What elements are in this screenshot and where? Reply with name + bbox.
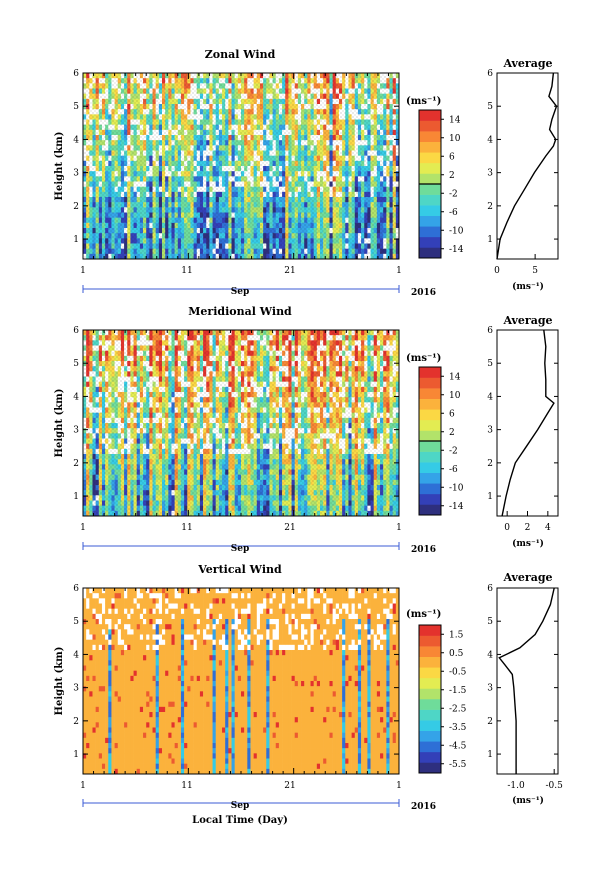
colorbar-swatch (419, 236, 441, 248)
colorbar-unit: (ms⁻¹) (406, 96, 441, 107)
colorbar-swatch (419, 120, 441, 132)
profile-y-tick-label: 6 (487, 69, 493, 79)
y-tick-label: 6 (73, 69, 79, 79)
colorbar-label: 10 (449, 134, 461, 144)
profile-unit: (ms⁻¹) (512, 281, 544, 292)
profile-y-tick-label: 4 (487, 135, 493, 145)
colorbar-swatch (419, 247, 441, 259)
colorbar-label: -10 (449, 226, 464, 236)
colorbar-swatch (419, 215, 441, 227)
colorbar-swatch (419, 110, 441, 121)
profile-y-tick-label: 5 (487, 102, 493, 112)
x-tick-label: 1 (80, 266, 86, 276)
month-label: Sep (231, 287, 250, 297)
profile-line (496, 72, 558, 260)
heatmap (83, 330, 400, 517)
colorbar-label: 14 (449, 115, 461, 125)
colorbar-swatch (419, 173, 441, 185)
colorbar-swatch (419, 162, 441, 174)
panel-title: Meridional Wind (188, 305, 292, 318)
y-tick-label: 5 (73, 102, 79, 112)
profile-x-tick-label: 5 (532, 266, 538, 276)
colorbar-swatch (419, 131, 441, 143)
heatmap (83, 73, 400, 260)
x-ticks (82, 73, 400, 259)
colorbar-label: 2 (449, 171, 455, 181)
y-tick-label: 4 (73, 135, 79, 145)
colorbar: 14 10 6 2 -2 -6 -10 -14 (418, 109, 464, 259)
x-axis: 1 11 21 1 Sep 2016 (80, 73, 436, 298)
y-tick-label: 1 (73, 235, 79, 245)
profile-y-tick-label: 1 (487, 235, 493, 245)
profile-axes: 1 2 3 4 5 6 0 5 (487, 69, 558, 276)
y-tick-label: 2 (73, 202, 79, 212)
colorbar-label: -2 (449, 189, 458, 199)
profile-frame (496, 72, 559, 260)
panel-title: Zonal Wind (205, 48, 276, 61)
profile-y-tick-label: 2 (487, 202, 493, 212)
colorbar-swatch (419, 152, 441, 164)
x-tick-label: 11 (181, 266, 192, 276)
year-label: 2016 (411, 288, 436, 298)
colorbar-label: 6 (449, 152, 455, 162)
colorbar-swatch (419, 205, 441, 217)
colorbar-swatch (419, 226, 441, 238)
colorbar-swatch (419, 141, 441, 153)
x-tick-label: 1 (396, 266, 402, 276)
x-tick-label: 21 (284, 266, 295, 276)
y-axis: 1 2 3 4 5 6 (73, 69, 399, 245)
profile-y-tick-label: 3 (487, 169, 493, 179)
average-profile: Average 1 2 3 4 5 6 0 5 (ms⁻¹) (487, 57, 559, 292)
colorbar-swatch (419, 194, 441, 206)
profile-x-tick-label: 0 (494, 266, 500, 276)
profile-title: Average (502, 57, 552, 70)
missing-data-stipple (83, 73, 399, 259)
colorbar-label: -14 (449, 245, 464, 255)
y-axis-label: Height (km) (54, 132, 65, 201)
colorbar-swatch (419, 184, 441, 195)
colorbar-label: -6 (449, 208, 458, 218)
y-tick-label: 3 (73, 169, 79, 179)
